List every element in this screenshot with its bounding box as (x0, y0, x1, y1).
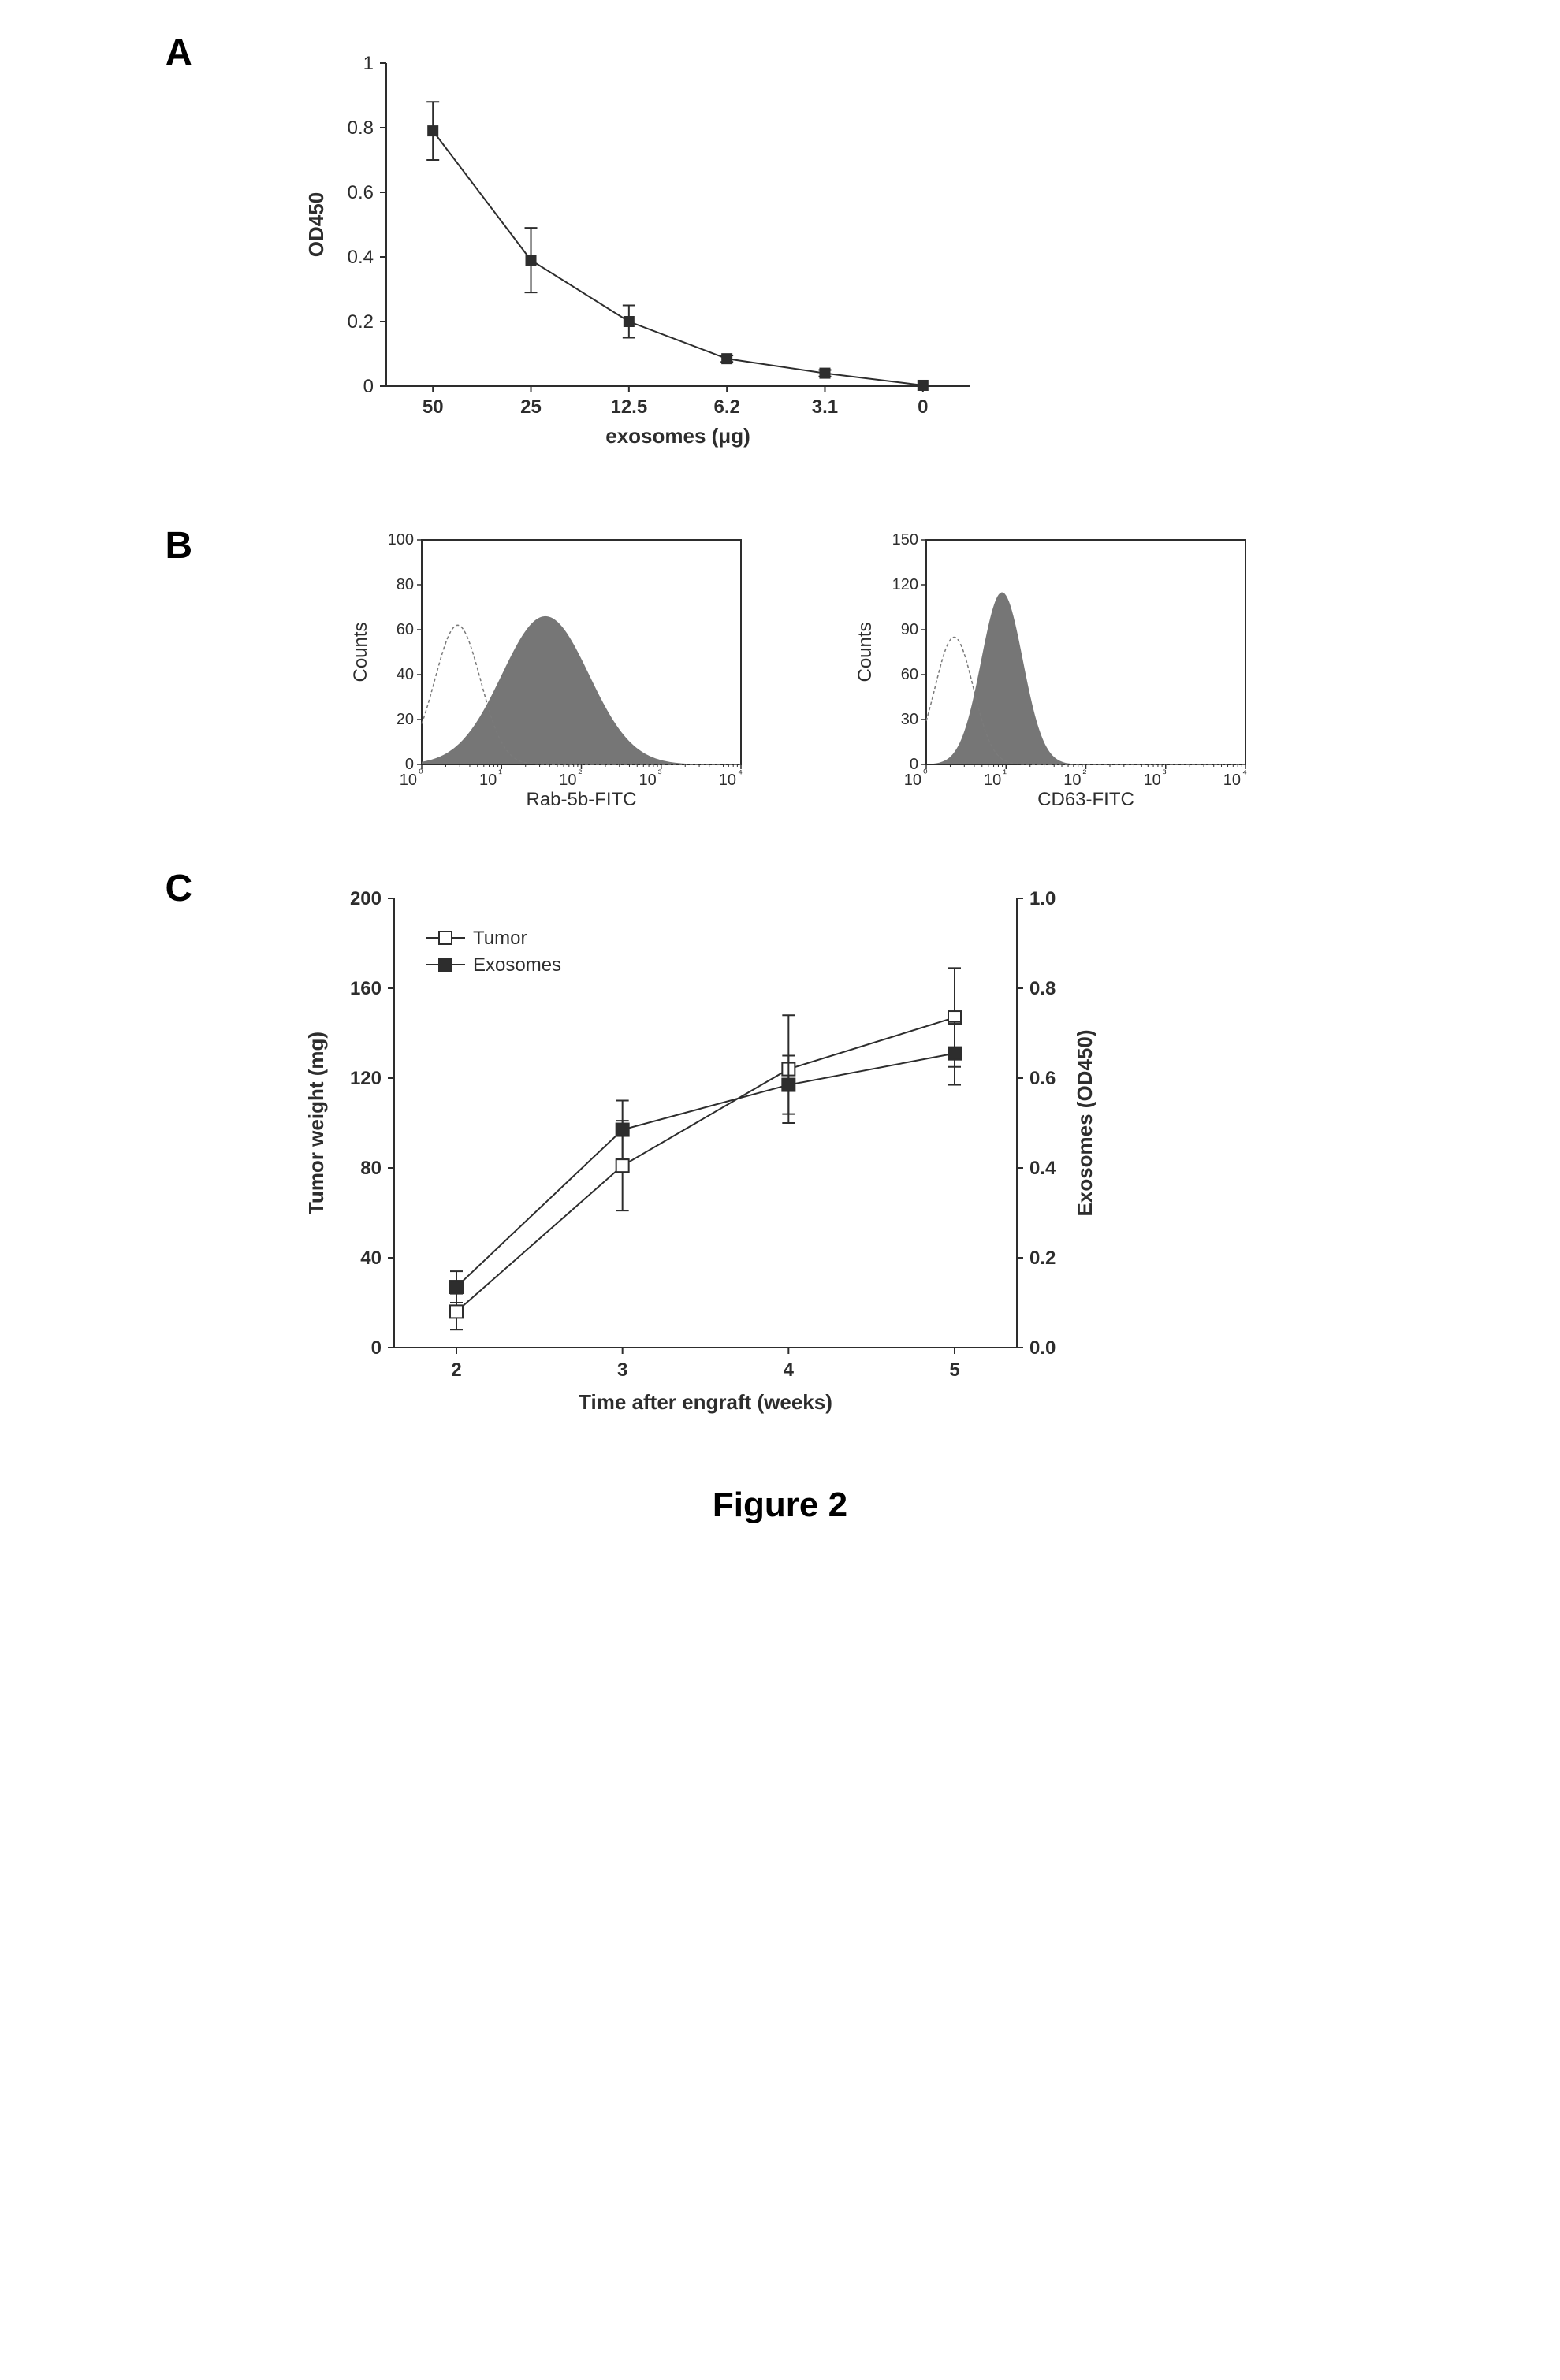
svg-text:100: 100 (387, 531, 413, 549)
svg-text:200: 200 (349, 888, 381, 909)
svg-text:80: 80 (396, 576, 413, 593)
svg-text:160: 160 (349, 978, 381, 999)
svg-text:120: 120 (892, 576, 918, 593)
panel-b: B 02040608010010⁰10¹10²10³10⁴Rab-5b-FITC… (229, 524, 1332, 820)
svg-text:Counts: Counts (350, 622, 371, 682)
svg-text:90: 90 (900, 621, 918, 638)
panel-a: A 00.20.40.60.81502512.56.23.10OD450exos… (229, 32, 1332, 477)
svg-text:5: 5 (949, 1359, 959, 1381)
svg-text:10: 10 (984, 772, 1001, 789)
svg-text:20: 20 (396, 711, 413, 728)
svg-text:Tumor: Tumor (473, 928, 527, 949)
svg-text:0.8: 0.8 (347, 117, 373, 139)
figure-caption: Figure 2 (229, 1486, 1332, 1525)
svg-text:10: 10 (1143, 772, 1160, 789)
svg-text:10: 10 (1223, 772, 1240, 789)
panel-b-left-histogram: 02040608010010⁰10¹10²10³10⁴Rab-5b-FITCCo… (347, 524, 757, 820)
svg-text:4: 4 (783, 1359, 794, 1381)
svg-text:⁰: ⁰ (419, 767, 423, 779)
svg-text:0.2: 0.2 (1029, 1248, 1056, 1269)
svg-text:60: 60 (396, 621, 413, 638)
svg-text:⁴: ⁴ (1242, 767, 1247, 779)
svg-text:0.6: 0.6 (1029, 1068, 1056, 1089)
svg-text:0.4: 0.4 (347, 247, 373, 268)
svg-text:40: 40 (396, 666, 413, 683)
svg-text:CD63-FITC: CD63-FITC (1037, 789, 1134, 810)
svg-text:0: 0 (363, 376, 373, 397)
svg-text:10: 10 (559, 772, 576, 789)
svg-text:²: ² (578, 767, 582, 779)
panel-a-label: A (166, 32, 193, 75)
svg-text:³: ³ (1162, 767, 1166, 779)
svg-text:0: 0 (404, 756, 413, 773)
svg-text:²: ² (1082, 767, 1086, 779)
svg-text:0: 0 (909, 756, 918, 773)
svg-text:0.4: 0.4 (1029, 1158, 1056, 1179)
svg-text:2: 2 (451, 1359, 461, 1381)
svg-text:exosomes (μg): exosomes (μg) (605, 424, 750, 448)
svg-text:0: 0 (918, 396, 928, 418)
svg-text:60: 60 (900, 666, 918, 683)
svg-text:25: 25 (520, 396, 542, 418)
svg-text:1.0: 1.0 (1029, 888, 1056, 909)
panel-b-label: B (166, 524, 193, 567)
panel-a-chart: 0 0.2 0.4 0.6 0.8 1 50 25 12.5 6.2 3.1 0 OD450 exosom… (292, 32, 1332, 477)
svg-text:Time after engraft (weeks): Time after engraft (weeks) (579, 1390, 832, 1414)
svg-text:Rab-5b-FITC: Rab-5b-FITC (526, 789, 636, 810)
panel-c-label: C (166, 867, 193, 910)
svg-text:10: 10 (479, 772, 497, 789)
svg-text:0.8: 0.8 (1029, 978, 1056, 999)
svg-text:12.5: 12.5 (610, 396, 647, 418)
svg-text:10: 10 (639, 772, 656, 789)
svg-text:⁰: ⁰ (923, 767, 928, 779)
svg-text:OD450: OD450 (304, 192, 328, 257)
svg-text:10: 10 (903, 772, 921, 789)
svg-text:1: 1 (363, 53, 373, 74)
svg-text:0.6: 0.6 (347, 182, 373, 203)
panel-c: C 040801201602000.00.20.40.60.81.02345Tu… (229, 867, 1332, 1438)
svg-text:Counts: Counts (854, 622, 876, 682)
panel-b-right-histogram: 030609012015010⁰10¹10²10³10⁴CD63-FITCCou… (851, 524, 1261, 820)
figure-container: A 00.20.40.60.81502512.56.23.10OD450exos… (229, 32, 1332, 1525)
svg-text:0.0: 0.0 (1029, 1337, 1056, 1359)
svg-text:Exosomes (OD450): Exosomes (OD450) (1073, 1030, 1096, 1217)
svg-text:150: 150 (892, 531, 918, 549)
svg-text:0.2: 0.2 (347, 311, 373, 333)
svg-text:0: 0 (370, 1337, 381, 1359)
svg-text:¹: ¹ (1003, 767, 1007, 779)
svg-text:Exosomes: Exosomes (473, 954, 561, 976)
svg-text:50: 50 (422, 396, 443, 418)
svg-text:10: 10 (718, 772, 735, 789)
svg-text:⁴: ⁴ (738, 767, 743, 779)
svg-text:30: 30 (900, 711, 918, 728)
svg-text:40: 40 (360, 1248, 382, 1269)
svg-text:6.2: 6.2 (713, 396, 739, 418)
svg-text:Tumor weight (mg): Tumor weight (mg) (304, 1032, 328, 1214)
svg-text:80: 80 (360, 1158, 382, 1179)
svg-text:3: 3 (616, 1359, 627, 1381)
svg-text:3.1: 3.1 (811, 396, 837, 418)
svg-text:¹: ¹ (498, 767, 502, 779)
svg-text:10: 10 (399, 772, 416, 789)
svg-text:10: 10 (1063, 772, 1081, 789)
panel-c-chart: 0 40 80 120 160 200 0.0 0.2 0.4 0.6 0.8 1.0 2 3 4 5 Tumo… (292, 867, 1332, 1438)
svg-text:³: ³ (657, 767, 661, 779)
svg-text:120: 120 (349, 1068, 381, 1089)
